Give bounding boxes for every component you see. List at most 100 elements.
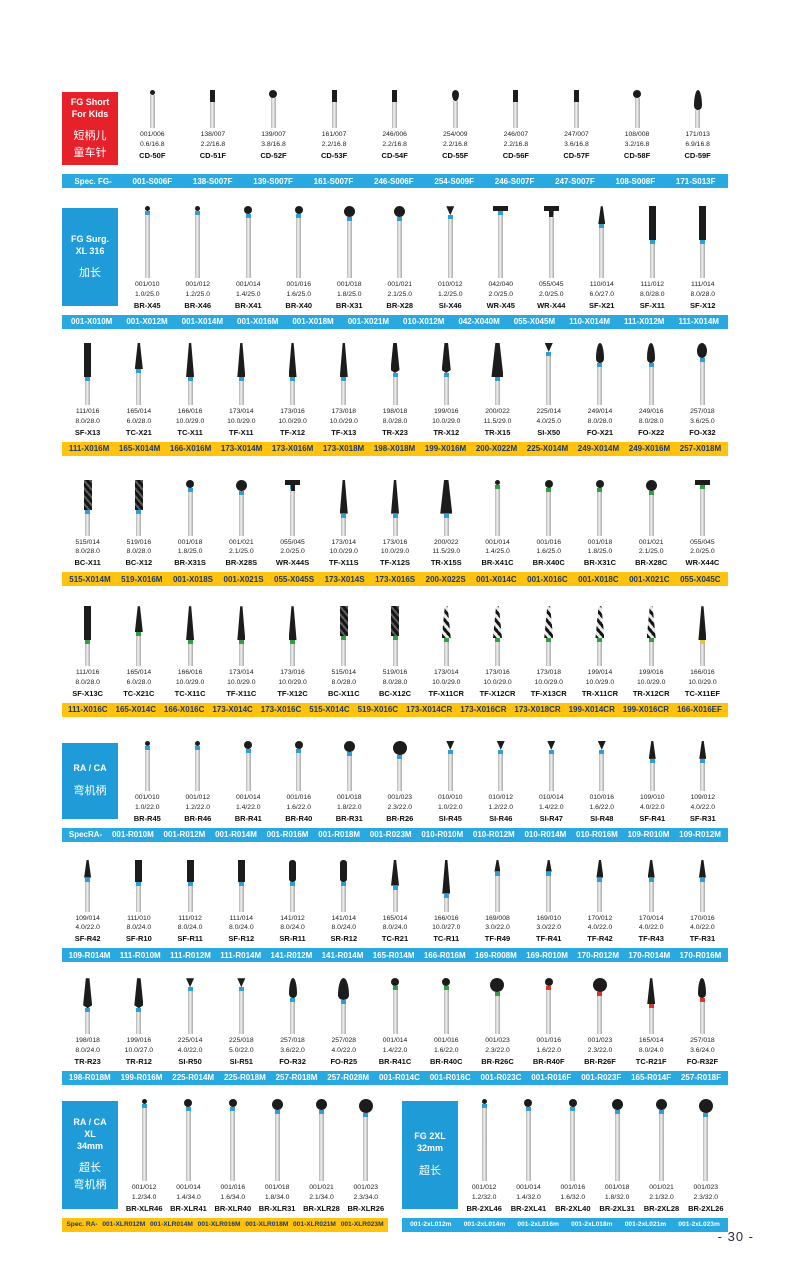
bur-shank xyxy=(331,102,337,128)
bur-model: FO-R32 xyxy=(279,1056,306,1066)
strip-code: 199-X016CR xyxy=(622,705,670,715)
bur-model: SF-R12 xyxy=(228,934,255,944)
bur-item: 001/014 1.4/25.0 BR-X41C xyxy=(472,479,523,568)
bur-model: TR-R12 xyxy=(125,1056,152,1066)
bur-color-band xyxy=(699,998,705,1003)
bur-item: 010/014 1.4/22.0 SI-R47 xyxy=(526,740,577,823)
strip-code: 165-R014M xyxy=(372,950,415,960)
bur-item: 111/010 8.0/24.0 SF-R10 xyxy=(113,859,164,943)
bur-model: BR-2XL31 xyxy=(599,1203,635,1213)
series-label-line: RA / CA xyxy=(73,1116,107,1127)
bur-shank xyxy=(195,215,201,279)
bur-figure xyxy=(568,1098,577,1181)
bur-figure xyxy=(135,859,143,912)
bur-item: 254/009 2.2/16.8 CD-55F xyxy=(425,90,486,169)
bur-iso-spec: 055/045 xyxy=(280,538,305,546)
strip-code: 170-R016M xyxy=(679,950,722,960)
bur-head-icon xyxy=(647,859,655,878)
bur-figure xyxy=(544,978,553,1035)
bur-size-spec: 10.0/29.0 xyxy=(432,679,461,687)
strip-code: 109-R010M xyxy=(627,830,670,840)
bur-iso-spec: 010/012 xyxy=(437,281,463,289)
strip-code: 001-2xL012m xyxy=(410,1221,452,1229)
bur-item: 001/023 2.3/32.0 BR-2XL26 xyxy=(684,1098,728,1213)
strip-code: 001-2xL023m xyxy=(678,1221,720,1229)
bur-item: 247/007 3.6/16.8 CD-57F xyxy=(546,90,607,169)
strip-code: 001-S006F xyxy=(132,176,173,186)
bur-shank xyxy=(695,110,701,128)
bur-item: 001/014 1.4/22.0 BR-R41C xyxy=(369,978,420,1066)
bur-color-band xyxy=(699,877,705,882)
bur-figure xyxy=(647,342,656,405)
bur-iso-spec: 001/018 xyxy=(587,538,613,546)
bur-item: 001/018 1.8/34.0 BR-XLR31 xyxy=(255,1098,299,1213)
bur-head-icon xyxy=(441,606,451,639)
catalog-row-body: 111/016 8.0/28.0 SF-X13 165/014 6.0/28.0 TC-X… xyxy=(62,342,728,437)
bur-shank xyxy=(392,376,398,405)
bur-item: 198/018 8.0/24.0 TR-R23 xyxy=(62,978,113,1066)
bur-model: TF-R43 xyxy=(638,934,664,944)
bur-head-icon xyxy=(481,1098,487,1104)
bur-size-spec: 8.0/24.0 xyxy=(177,924,203,932)
bur-iso-spec: 001/021 xyxy=(649,1183,674,1191)
strip-code: 001-XLR012M xyxy=(102,1221,146,1229)
strip-code: 001-R016C xyxy=(429,1073,471,1083)
codes-strip: Spec. RA- 001-XLR012M 001-XLR014M 001-XLR01… xyxy=(62,1217,388,1232)
bur-head-icon xyxy=(84,342,92,377)
bur-model: BR-X41C xyxy=(481,558,514,568)
strip-code: 001-X018S xyxy=(172,574,213,584)
series-label-line-zh: 超长 xyxy=(79,1162,101,1175)
bur-color-band xyxy=(397,754,403,759)
bur-iso-spec: 001/023 xyxy=(485,1037,510,1045)
strip-code: 173-X016S xyxy=(375,574,416,584)
bur-shank xyxy=(494,875,500,912)
bur-shank xyxy=(648,642,654,667)
bur-color-band xyxy=(443,893,449,898)
bur-model: SI-X50 xyxy=(537,427,561,437)
strip-code: 166-X016M xyxy=(169,444,212,454)
strip-code: 173-X014C xyxy=(212,705,253,715)
bur-figure xyxy=(611,1098,623,1181)
bur-color-band xyxy=(397,217,403,222)
bur-size-spec: 1.8/22.0 xyxy=(336,803,362,811)
bur-item: 173/014 10.0/29.0 TF-X11C xyxy=(216,606,267,698)
bur-figure xyxy=(339,342,348,405)
bur-figure xyxy=(446,206,455,279)
bur-color-band xyxy=(85,376,91,381)
bur-head-icon xyxy=(492,606,502,639)
bur-size-spec: 8.0/24.0 xyxy=(126,924,152,932)
bur-iso-spec: 001/016 xyxy=(536,1037,562,1045)
strip-code: 173-X016CR xyxy=(460,705,507,715)
bur-head-icon xyxy=(244,206,253,215)
bur-shank xyxy=(649,762,655,791)
bur-shank xyxy=(238,380,244,405)
bur-iso-spec: 010/014 xyxy=(538,793,564,801)
bur-item: 001/014 1.4/22.0 BR-R41 xyxy=(223,740,274,823)
bur-color-band xyxy=(658,1109,664,1114)
bur-shank xyxy=(392,102,398,128)
bur-shank xyxy=(136,372,142,405)
bur-model: TR-X12CR xyxy=(632,688,670,698)
series-label-line-zh: 弯机柄 xyxy=(73,784,107,797)
series-label: RA / CA XL 34mm 超长 弯机柄 xyxy=(62,1100,118,1209)
bur-figure xyxy=(598,206,606,279)
bur-iso-spec: 110/014 xyxy=(589,281,614,289)
bur-color-band xyxy=(238,490,244,495)
bur-figure xyxy=(294,206,303,279)
bur-figure xyxy=(144,740,150,791)
bur-iso-spec: 246/007 xyxy=(503,131,529,138)
bur-item: 001/016 1.6/25.0 BR-X40C xyxy=(523,479,574,568)
series-label: FG Short For Kids 短柄儿 童车针 xyxy=(62,92,118,166)
bur-head-icon xyxy=(338,978,350,1001)
bur-item: 257/018 3.6/24.0 FO-R32F xyxy=(677,978,728,1066)
bur-head-icon xyxy=(698,978,707,999)
bur-figure xyxy=(490,978,505,1035)
bur-figure xyxy=(545,859,552,912)
strip-code: 001-R018M xyxy=(318,830,361,840)
bur-item: 001/016 1.6/32.0 BR-2XL40 xyxy=(551,1098,595,1213)
series-label: RA / CA 弯机柄 xyxy=(62,742,118,819)
bur-iso-spec: 171/013 xyxy=(685,131,710,138)
bur-size-spec: 10.0/29.0 xyxy=(278,679,307,687)
bur-model: BR-X40C xyxy=(532,558,565,568)
